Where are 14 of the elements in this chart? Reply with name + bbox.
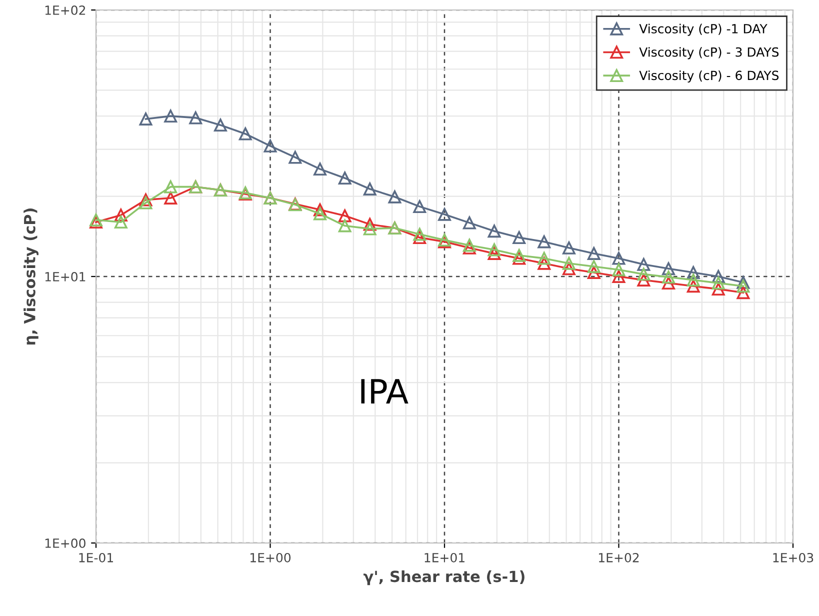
x-tick-label: 1E+02 bbox=[599, 552, 639, 562]
legend-label: Viscosity (cP) - 3 DAYS bbox=[639, 47, 779, 60]
y-tick-label: 1E+02 bbox=[45, 5, 86, 15]
annotation: IPA bbox=[361, 379, 408, 404]
x-tick-label: 1E+00 bbox=[250, 552, 291, 562]
legend-label: Viscosity (cP) -1 DAY bbox=[639, 24, 768, 36]
legend-label: Viscosity (cP) - 6 DAYS bbox=[639, 70, 779, 83]
y-tick-label: 1E+00 bbox=[45, 538, 86, 548]
x-axis-title: γ', Shear rate (s-1) bbox=[364, 570, 524, 586]
y-tick-label: 1E+01 bbox=[45, 272, 86, 282]
x-tick-label: 1E-01 bbox=[79, 552, 113, 562]
x-tick-label: 1E+03 bbox=[773, 552, 814, 562]
x-tick-label: 1E+01 bbox=[424, 552, 464, 562]
y-axis-title: η, Viscosity (cP) bbox=[24, 208, 38, 344]
